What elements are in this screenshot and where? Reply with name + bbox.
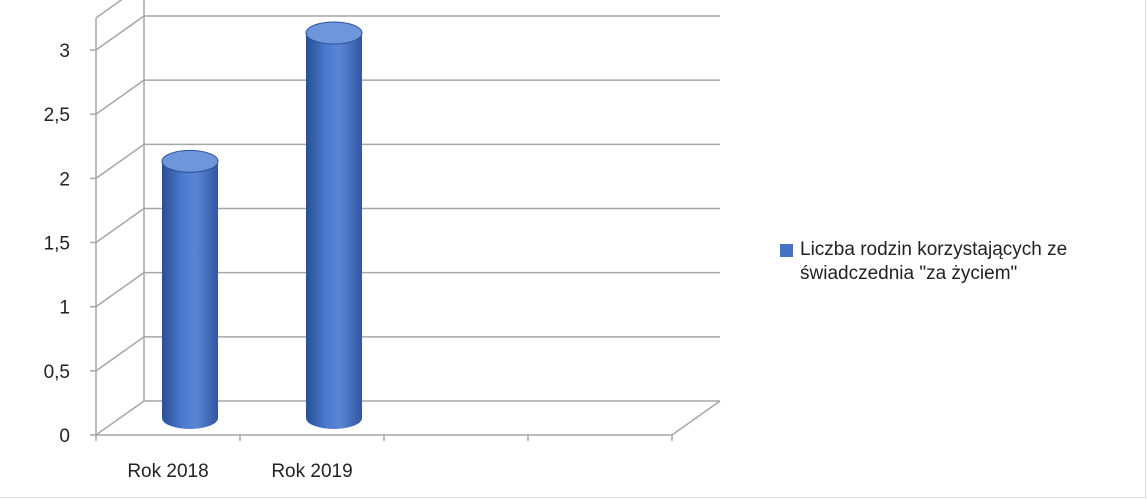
gridline-side	[95, 15, 145, 51]
floor-edge	[671, 400, 721, 436]
legend-label: Liczba rodzin korzystających ze świadcze…	[800, 239, 1068, 284]
y-tick-label: 1,5	[44, 234, 70, 255]
y-tick-label: 2	[59, 169, 70, 190]
gridline-side	[95, 400, 145, 436]
y-tick-label: 0,5	[44, 362, 70, 383]
legend: Liczba rodzin korzystających ze świadcze…	[780, 238, 1140, 286]
gridline-side	[95, 336, 145, 372]
gridline-side	[95, 207, 145, 244]
bar	[161, 149, 219, 430]
y-tick-label: 1	[59, 298, 70, 319]
gridline-side	[95, 272, 145, 308]
bar-top	[305, 21, 363, 45]
gridline-side	[95, 143, 145, 179]
bar-body	[306, 33, 362, 429]
gridline-side	[95, 0, 123, 19]
x-tick-label: Rok 2019	[271, 461, 352, 482]
bar-top	[161, 149, 219, 173]
legend-swatch	[780, 244, 793, 257]
y-tick-label: 0	[59, 426, 70, 447]
y-tick-label: 2,5	[44, 105, 70, 126]
x-tick-label: Rok 2018	[127, 461, 208, 482]
bar-body	[162, 161, 218, 430]
bar	[305, 21, 363, 429]
y-tick-label: 3	[59, 41, 70, 62]
gridline-side	[95, 79, 145, 115]
